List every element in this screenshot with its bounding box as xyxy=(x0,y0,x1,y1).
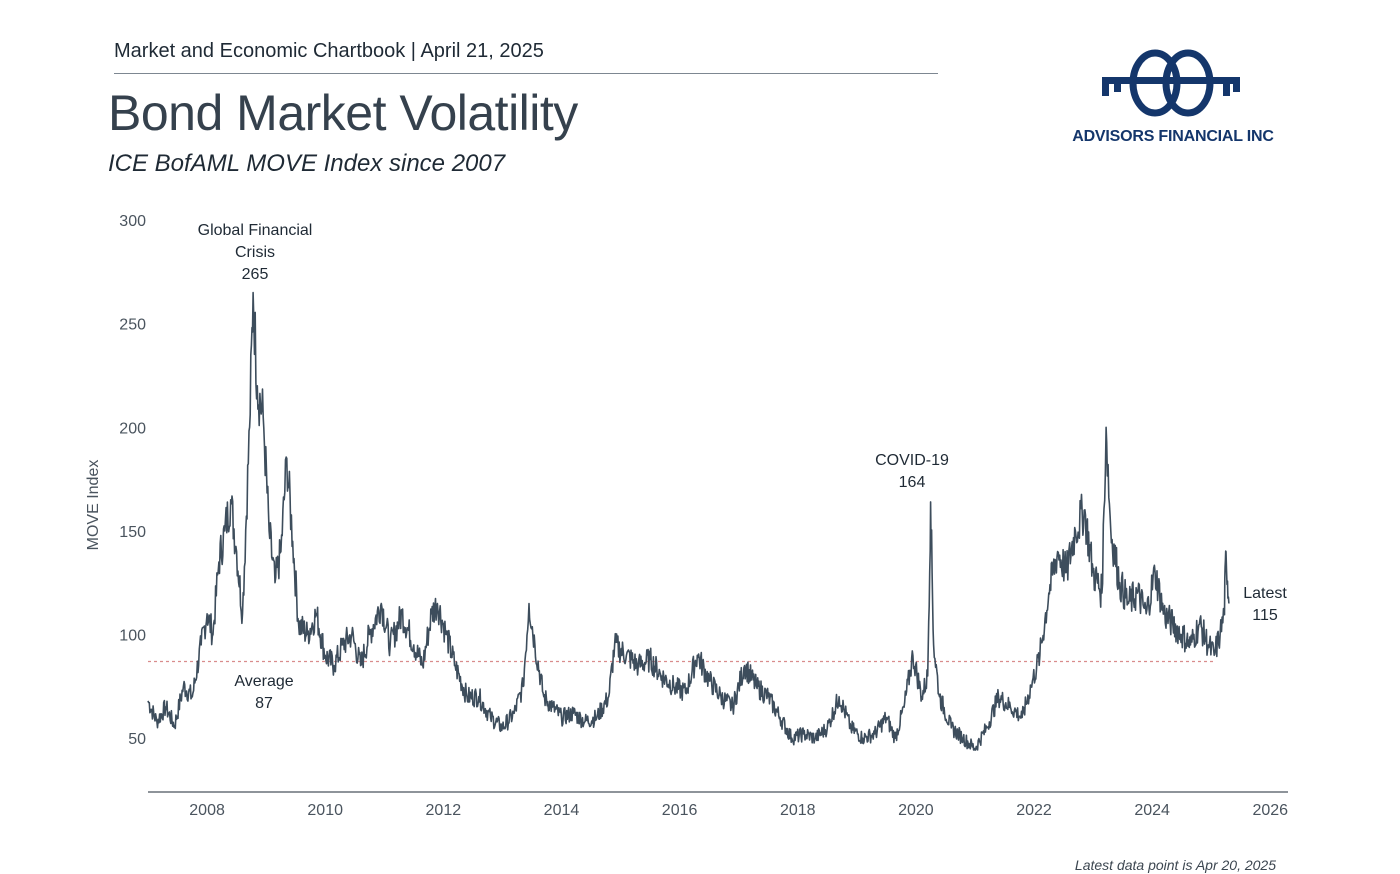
x-tick-label: 2022 xyxy=(1016,802,1052,819)
logo-text: ADVISORS FINANCIAL INC xyxy=(1072,128,1274,145)
x-tick-label: 2008 xyxy=(189,802,225,819)
annotation-latest-line: 115 xyxy=(1252,607,1278,624)
page-subtitle: ICE BofAML MOVE Index since 2007 xyxy=(108,150,506,177)
x-tick-label: 2014 xyxy=(544,802,580,819)
annotation-gfc-line: Global Financial xyxy=(198,222,313,239)
footnote: Latest data point is Apr 20, 2025 xyxy=(1074,857,1276,873)
y-tick-label: 100 xyxy=(119,628,146,645)
y-tick-label: 300 xyxy=(119,213,146,230)
x-tick-label: 2012 xyxy=(426,802,462,819)
y-tick-label: 200 xyxy=(119,420,146,437)
header-text: Market and Economic Chartbook | April 21… xyxy=(114,40,544,62)
x-tick-label: 2026 xyxy=(1252,802,1288,819)
x-tick-label: 2020 xyxy=(898,802,934,819)
y-axis-label: MOVE Index xyxy=(85,460,102,551)
annotation-average-line: Average xyxy=(234,673,293,690)
x-tick-label: 2024 xyxy=(1134,802,1170,819)
move-index-line xyxy=(147,291,1230,751)
annotation-average-line: 87 xyxy=(255,695,273,712)
annotation-gfc-line: Crisis xyxy=(235,244,275,261)
header-rule xyxy=(114,73,938,74)
company-logo: ADVISORS FINANCIAL INC xyxy=(1068,46,1278,156)
annotation-gfc-line: 265 xyxy=(242,266,269,283)
x-tick-label: 2016 xyxy=(662,802,698,819)
y-tick-label: 250 xyxy=(119,317,146,334)
y-tick-label: 150 xyxy=(119,524,146,541)
x-tick-label: 2010 xyxy=(307,802,343,819)
annotation-covid-line: COVID-19 xyxy=(875,452,949,469)
logo-mark-icon xyxy=(1102,49,1240,117)
page-title: Bond Market Volatility xyxy=(108,85,578,141)
y-tick-label: 50 xyxy=(128,731,146,748)
x-tick-label: 2018 xyxy=(780,802,816,819)
annotation-covid-line: 164 xyxy=(899,474,926,491)
annotation-latest-line: Latest xyxy=(1243,585,1287,602)
